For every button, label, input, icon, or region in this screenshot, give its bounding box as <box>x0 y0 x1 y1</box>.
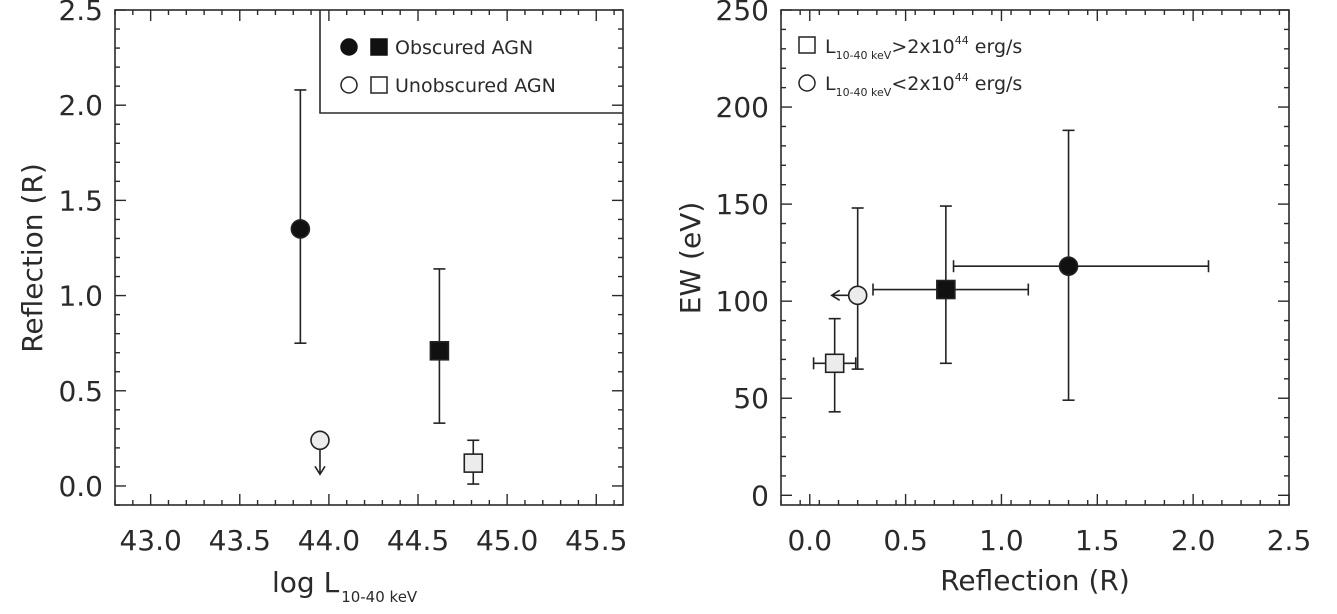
x-tick-label: 43.5 <box>209 524 271 557</box>
marker-filled-square <box>429 340 450 361</box>
x-tick-label: 1.5 <box>1075 524 1120 557</box>
data-point-filled-square <box>429 268 450 424</box>
right-data-points <box>812 129 1210 413</box>
legend-high-unit: erg/s <box>969 36 1023 58</box>
y-tick-label: 150 <box>716 188 769 221</box>
y-tick-label: 1.0 <box>58 280 103 313</box>
y-tick-label: 200 <box>716 91 769 124</box>
x-tick-label: 2.0 <box>1171 524 1216 557</box>
marker-filled-square <box>936 279 956 300</box>
x-tick-label: 1.0 <box>979 524 1024 557</box>
legend-low-sub: 10-40 keV <box>836 86 892 99</box>
legend-low-op: <2x10 <box>891 73 954 95</box>
y-tick-label: 0.5 <box>58 375 103 408</box>
legend-filled-square-marker <box>370 38 388 56</box>
legend-filled-circle-marker <box>340 38 358 56</box>
data-point-open-square <box>463 439 484 485</box>
y-tick-label: 1.5 <box>58 184 103 217</box>
legend-label-unobscured: Unobscured AGN <box>395 75 556 97</box>
marker-filled-circle <box>1058 256 1079 277</box>
x-tick-label: 43.0 <box>119 524 181 557</box>
y-tick-label: 50 <box>733 382 769 415</box>
legend-label-low-luminosity: L10-40 keV<2x1044 erg/s <box>825 71 1022 99</box>
legend-label-obscured: Obscured AGN <box>395 37 533 59</box>
marker-open-square <box>824 353 845 374</box>
left-legend-box <box>319 10 623 114</box>
x-tick-label: 44.0 <box>298 524 360 557</box>
left-data-points <box>290 89 484 485</box>
left-x-axis-label: log L 10-40 keV <box>272 566 418 606</box>
x-tick-label: 0.5 <box>883 524 928 557</box>
data-point-filled-circle <box>290 89 311 344</box>
legend-label-high-luminosity: L10-40 keV>2x1044 erg/s <box>825 34 1022 62</box>
legend-low-l: L <box>825 73 836 95</box>
data-point-filled-circle <box>952 129 1210 401</box>
legend-open-square-marker <box>798 36 816 54</box>
left-x-axis-label-subscript: 10-40 keV <box>341 588 418 606</box>
upper-limit-arrow-head <box>830 289 841 302</box>
marker-open-circle <box>310 430 330 451</box>
legend-low-exp: 44 <box>955 71 969 84</box>
data-point-open-circle <box>830 207 868 370</box>
y-tick-label: 100 <box>716 285 769 318</box>
right-plot-frame <box>780 9 1290 506</box>
y-tick-label: 0.0 <box>58 470 103 503</box>
legend-low-unit: erg/s <box>969 73 1023 95</box>
legend-high-sub: 10-40 keV <box>836 49 892 62</box>
legend-high-exp: 44 <box>955 34 969 47</box>
marker-open-circle <box>847 285 868 306</box>
legend-high-l: L <box>825 36 836 58</box>
data-point-filled-square <box>872 205 1030 365</box>
legend-open-circle-marker <box>340 76 358 94</box>
x-tick-label: 45.0 <box>476 524 538 557</box>
marker-filled-circle <box>290 219 311 239</box>
y-tick-label: 250 <box>716 0 769 27</box>
marker-open-square <box>463 453 484 473</box>
left-legend: Obscured AGN Unobscured AGN <box>319 10 623 114</box>
left-panel: 43.0 43.5 44.0 44.5 45.0 45.5 0.0 0.5 1.0 1.5 2.0 2… <box>16 0 627 606</box>
x-tick-label: 44.5 <box>387 524 449 557</box>
right-y-axis-label: EW (eV) <box>674 202 707 315</box>
legend-open-circle-marker <box>798 74 816 92</box>
data-point-open-square <box>812 317 857 413</box>
y-tick-label: 0 <box>751 479 769 512</box>
y-tick-label: 2.0 <box>58 89 103 122</box>
x-tick-label: 0.0 <box>787 524 832 557</box>
right-x-axis-label: Reflection (R) <box>940 564 1130 597</box>
left-y-axis-label: Reflection (R) <box>16 163 49 353</box>
x-tick-label: 45.5 <box>565 524 627 557</box>
y-tick-label: 2.5 <box>58 0 103 27</box>
x-tick-label: 2.5 <box>1267 524 1312 557</box>
left-ticks: 43.0 43.5 44.0 44.5 45.0 45.5 0.0 0.5 1.0 1.5 2.0 2… <box>58 0 627 557</box>
right-legend: L10-40 keV>2x1044 erg/s L10-40 keV<2x104… <box>798 34 1022 99</box>
legend-high-op: >2x10 <box>891 36 954 58</box>
upper-limit-arrow-head <box>314 465 326 476</box>
right-ticks: 0.0 0.5 1.0 1.5 2.0 2.5 0 50 100 150 200 250 <box>716 0 1312 557</box>
legend-open-square-marker <box>370 76 388 94</box>
left-x-axis-label-main: log L <box>272 566 340 599</box>
data-point-open-circle <box>310 430 330 476</box>
